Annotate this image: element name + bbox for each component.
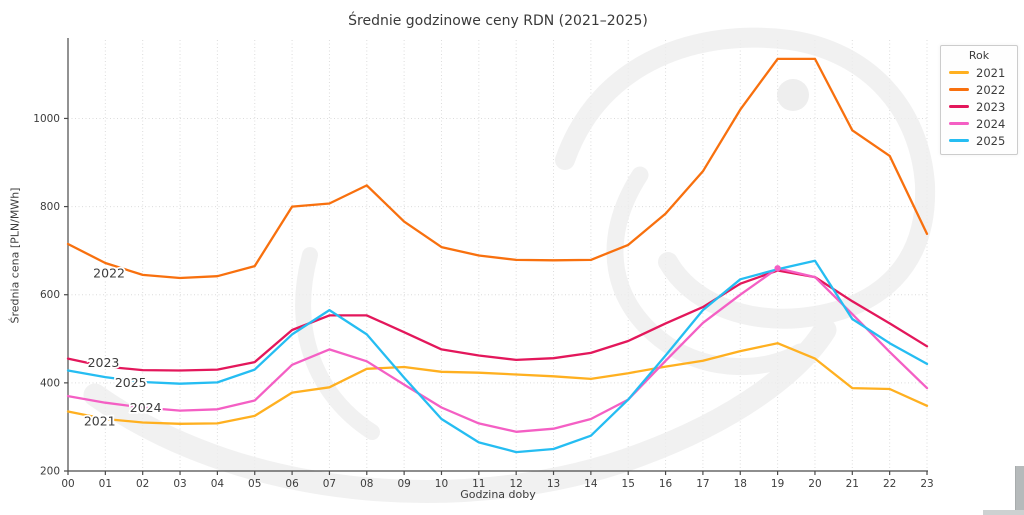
x-tick-label: 16 <box>659 478 673 490</box>
axes <box>64 38 928 475</box>
y-tick-label: 1000 <box>33 113 60 125</box>
tick-labels: 200 400 600 800 1000 00 01 02 03 04 05 06 07 08 09 10 11… <box>33 113 933 490</box>
legend-item: 2025 <box>949 132 1009 149</box>
x-tick-label: 22 <box>883 478 896 490</box>
legend-swatch-2024 <box>949 122 969 125</box>
x-tick-label: 15 <box>622 478 635 490</box>
x-tick-label: 17 <box>696 478 709 490</box>
series-inline-label-2023: 2023 <box>88 355 120 370</box>
legend-title: Rok <box>968 49 990 62</box>
x-tick-label: 10 <box>435 478 448 490</box>
x-tick-label: 08 <box>360 478 373 490</box>
legend-item-label: 2023 <box>976 99 1006 114</box>
x-tick-label: 09 <box>397 478 410 490</box>
x-tick-label: 19 <box>771 478 784 490</box>
series-inline-label-2021: 2021 <box>84 414 116 429</box>
chart-title: Średnie godzinowe ceny RDN (2021–2025) <box>348 13 648 29</box>
x-axis-label: Godzina doby <box>460 488 536 501</box>
series-inline-label-2024: 2024 <box>130 400 162 415</box>
legend: Rok 2021 2022 2023 2024 2025 <box>940 45 1018 155</box>
series-line-2021 <box>66 342 929 425</box>
legend-item-label: 2024 <box>976 116 1006 131</box>
x-tick-label: 11 <box>472 478 485 490</box>
y-axis-label: Średnia cena [PLN/MWh] <box>8 187 22 324</box>
vertical-scrollbar[interactable] <box>1015 466 1024 515</box>
x-tick-label: 13 <box>547 478 560 490</box>
x-tick-label: 21 <box>846 478 859 490</box>
y-tick-label: 200 <box>40 466 60 478</box>
legend-item: 2024 <box>949 115 1009 132</box>
x-tick-label: 07 <box>323 478 336 490</box>
legend-swatch-2021 <box>949 71 969 74</box>
y-tick-label: 600 <box>40 289 60 301</box>
x-tick-label: 02 <box>136 478 149 490</box>
legend-item: 2023 <box>949 98 1009 115</box>
x-tick-label: 05 <box>248 478 261 490</box>
series-line-2025 <box>66 259 929 454</box>
x-tick-label: 20 <box>808 478 821 490</box>
series-line-2022 <box>66 57 929 280</box>
horizontal-scrollbar-corner[interactable] <box>983 510 1024 515</box>
legend-item-label: 2025 <box>976 133 1006 148</box>
legend-swatch-2025 <box>949 139 969 142</box>
legend-items: 2021 2022 2023 2024 2025 <box>949 64 1009 149</box>
legend-swatch-2023 <box>949 105 969 108</box>
y-tick-label: 800 <box>40 201 60 213</box>
legend-item: 2021 <box>949 64 1009 81</box>
series-inline-label-2022: 2022 <box>93 266 125 281</box>
legend-item-label: 2022 <box>976 82 1006 97</box>
x-tick-label: 03 <box>173 478 186 490</box>
x-tick-label: 23 <box>920 478 933 490</box>
legend-item: 2022 <box>949 81 1009 98</box>
y-tick-label: 400 <box>40 377 60 389</box>
x-tick-label: 14 <box>584 478 598 490</box>
x-tick-label: 04 <box>211 478 225 490</box>
series-marker-2024 <box>774 265 781 272</box>
series-line-2024 <box>66 267 929 433</box>
series-line-2023 <box>66 269 929 372</box>
x-tick-label: 01 <box>99 478 112 490</box>
legend-swatch-2022 <box>949 88 969 91</box>
x-tick-label: 12 <box>509 478 522 490</box>
x-tick-label: 00 <box>61 478 74 490</box>
x-tick-label: 18 <box>734 478 747 490</box>
legend-item-label: 2021 <box>976 65 1006 80</box>
x-tick-label: 06 <box>285 478 299 490</box>
series-inline-label-2025: 2025 <box>115 375 147 390</box>
